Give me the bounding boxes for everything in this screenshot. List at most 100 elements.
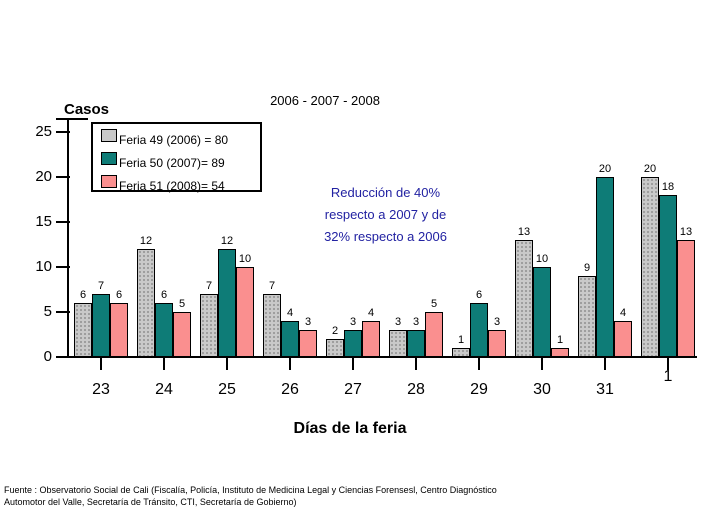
annotation-line-2: respecto a 2007 y de	[324, 207, 447, 222]
legend-item-label: Feria 50 (2007)= 89	[119, 156, 225, 170]
y-tick	[56, 176, 70, 178]
bar-value-label: 1	[556, 334, 564, 346]
x-tick	[541, 358, 543, 370]
bar-30-series-0	[515, 240, 533, 357]
x-tick-label: 24	[155, 381, 173, 398]
bar-value-label: 13	[679, 226, 693, 238]
y-axis-label: Casos	[64, 101, 110, 118]
x-tick	[352, 358, 354, 370]
bar-1-series-2	[677, 240, 695, 357]
bar-value-label: 6	[475, 289, 483, 301]
bar-value-label: 5	[178, 298, 186, 310]
x-tick-label: 1	[663, 368, 673, 385]
legend-item-2: Feria 51 (2008)= 54	[101, 175, 254, 192]
bar-28-series-0	[389, 330, 407, 357]
y-tick-label: 25	[35, 123, 52, 140]
y-tick	[56, 266, 70, 268]
bar-value-label: 10	[238, 253, 252, 265]
bar-value-label: 6	[115, 289, 123, 301]
x-tick-label: 30	[533, 381, 551, 398]
x-tick	[667, 358, 669, 370]
bar-value-label: 3	[394, 316, 402, 328]
annotation-line-1: Reducción de 40%	[330, 185, 441, 200]
legend-swatch-icon	[101, 152, 117, 165]
x-tick	[604, 358, 606, 370]
bar-1-series-0	[641, 177, 659, 357]
bar-value-label: 18	[661, 181, 675, 193]
bar-28-series-1	[407, 330, 425, 357]
bar-27-series-1	[344, 330, 362, 357]
x-tick	[289, 358, 291, 370]
bar-28-series-2	[425, 312, 443, 357]
y-tick	[56, 131, 70, 133]
bar-value-label: 3	[493, 316, 501, 328]
bar-23-series-2	[110, 303, 128, 357]
legend-item-1: Feria 50 (2007)= 89	[101, 152, 254, 169]
bar-26-series-1	[281, 321, 299, 357]
bar-25-series-1	[218, 249, 236, 357]
legend-swatch-icon	[101, 175, 117, 188]
bar-value-label: 12	[139, 235, 153, 247]
x-axis-line	[67, 356, 697, 358]
bar-value-label: 1	[457, 334, 465, 346]
bar-31-series-2	[614, 321, 632, 357]
y-tick-label: 5	[43, 303, 52, 320]
source-note: Fuente : Observatorio Social de Cali (Fi…	[4, 484, 710, 508]
bar-value-label: 13	[517, 226, 531, 238]
bar-30-series-1	[533, 267, 551, 357]
bar-value-label: 4	[367, 307, 375, 319]
bar-29-series-2	[488, 330, 506, 357]
bar-24-series-0	[137, 249, 155, 357]
bar-29-series-0	[452, 348, 470, 357]
bar-value-label: 3	[304, 316, 312, 328]
bar-value-label: 6	[160, 289, 168, 301]
legend-item-label: Feria 49 (2006) = 80	[119, 133, 229, 147]
bar-23-series-0	[74, 303, 92, 357]
source-note-line-2: Automotor del Valle, Secretaría de Tráns…	[4, 497, 297, 507]
x-tick	[226, 358, 228, 370]
bar-24-series-2	[173, 312, 191, 357]
bar-25-series-0	[200, 294, 218, 357]
y-tick-label: 15	[35, 213, 52, 230]
x-tick-label: 28	[407, 381, 425, 398]
bar-value-label: 4	[619, 307, 627, 319]
y-tick-label: 0	[43, 348, 52, 365]
bar-value-label: 20	[643, 163, 657, 175]
bar-31-series-1	[596, 177, 614, 357]
x-axis-title: Días de la feria	[293, 420, 407, 437]
legend-swatch-icon	[101, 129, 117, 142]
source-note-line-1: Fuente : Observatorio Social de Cali (Fi…	[4, 485, 497, 495]
legend-item-0: Feria 49 (2006) = 80	[101, 129, 254, 146]
bar-value-label: 6	[79, 289, 87, 301]
legend-item-label: Feria 51 (2008)= 54	[119, 179, 225, 193]
y-axis-top-tick	[56, 118, 88, 120]
annotation-text: Reducción de 40% respecto a 2007 y de 32…	[293, 182, 478, 248]
x-tick	[163, 358, 165, 370]
y-tick	[56, 311, 70, 313]
legend-box: Feria 49 (2006) = 80 Feria 50 (2007)= 89 F…	[91, 122, 262, 192]
x-tick-label: 23	[92, 381, 110, 398]
bar-26-series-2	[299, 330, 317, 357]
bar-25-series-2	[236, 267, 254, 357]
bar-23-series-1	[92, 294, 110, 357]
bar-value-label: 20	[598, 163, 612, 175]
bar-value-label: 7	[205, 280, 213, 292]
bar-value-label: 12	[220, 235, 234, 247]
x-tick	[415, 358, 417, 370]
bar-value-label: 9	[583, 262, 591, 274]
bar-29-series-1	[470, 303, 488, 357]
bar-value-label: 3	[349, 316, 357, 328]
x-tick	[478, 358, 480, 370]
x-tick	[100, 358, 102, 370]
x-tick-label: 25	[218, 381, 236, 398]
x-tick-label: 26	[281, 381, 299, 398]
bar-value-label: 3	[412, 316, 420, 328]
y-tick	[56, 221, 70, 223]
bar-27-series-0	[326, 339, 344, 357]
y-tick-label: 20	[35, 168, 52, 185]
annotation-line-3: 32% respecto a 2006	[324, 229, 447, 244]
bar-1-series-1	[659, 195, 677, 357]
bar-31-series-0	[578, 276, 596, 357]
